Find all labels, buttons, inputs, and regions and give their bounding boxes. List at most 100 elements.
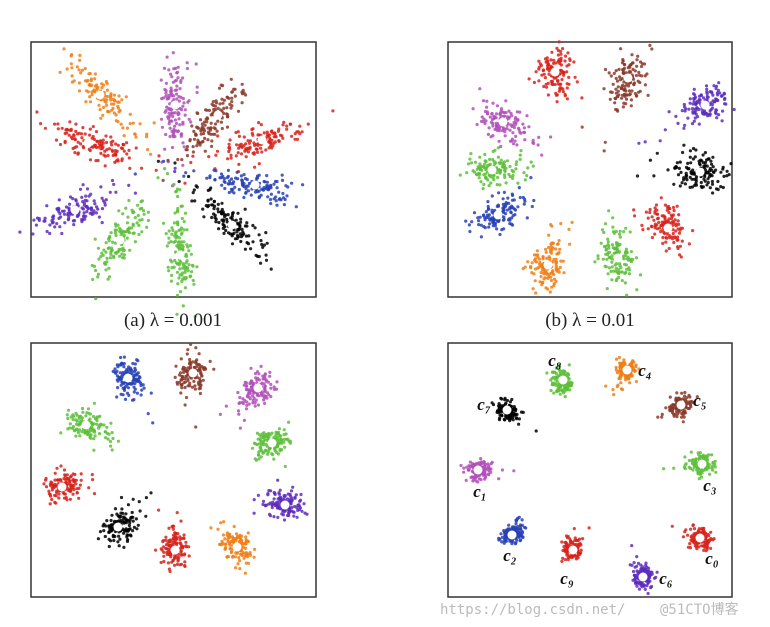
point bbox=[129, 367, 133, 371]
point bbox=[276, 430, 281, 434]
point bbox=[177, 240, 181, 244]
point bbox=[290, 505, 294, 510]
point bbox=[232, 180, 236, 184]
cluster-center bbox=[697, 459, 707, 469]
point bbox=[80, 132, 84, 136]
point bbox=[223, 215, 227, 219]
point bbox=[290, 496, 294, 500]
point bbox=[275, 380, 279, 384]
point bbox=[105, 94, 109, 99]
point bbox=[127, 183, 131, 187]
point bbox=[82, 211, 86, 215]
point bbox=[503, 396, 507, 400]
point bbox=[210, 102, 214, 106]
point bbox=[272, 490, 276, 495]
point bbox=[208, 359, 212, 363]
point bbox=[176, 282, 180, 286]
point bbox=[126, 386, 131, 390]
point bbox=[239, 152, 244, 156]
point bbox=[650, 235, 655, 240]
point bbox=[288, 502, 293, 506]
point bbox=[238, 559, 242, 563]
point bbox=[92, 199, 96, 203]
point bbox=[242, 418, 246, 422]
point bbox=[614, 246, 618, 251]
point bbox=[76, 430, 80, 435]
point bbox=[261, 499, 266, 503]
point bbox=[213, 108, 218, 112]
point bbox=[65, 67, 69, 71]
point bbox=[110, 431, 114, 435]
point bbox=[663, 231, 667, 236]
point bbox=[553, 381, 557, 385]
point bbox=[616, 250, 620, 254]
point bbox=[300, 130, 304, 134]
point bbox=[181, 163, 185, 167]
point bbox=[493, 224, 497, 228]
point bbox=[559, 259, 563, 263]
point bbox=[486, 132, 490, 136]
point bbox=[252, 498, 256, 502]
point bbox=[667, 110, 671, 114]
point bbox=[109, 539, 113, 543]
point bbox=[78, 187, 83, 191]
point bbox=[230, 234, 234, 238]
point bbox=[173, 88, 177, 92]
point bbox=[75, 422, 79, 426]
point bbox=[301, 183, 305, 187]
point bbox=[185, 61, 189, 65]
point bbox=[529, 160, 533, 164]
point bbox=[225, 176, 229, 180]
point bbox=[682, 143, 686, 147]
point bbox=[257, 133, 261, 137]
point bbox=[604, 248, 608, 252]
point bbox=[281, 136, 285, 140]
point bbox=[486, 472, 490, 476]
point bbox=[489, 462, 493, 466]
point bbox=[701, 112, 706, 116]
point bbox=[691, 102, 695, 106]
point bbox=[562, 384, 566, 388]
point bbox=[506, 196, 510, 200]
point bbox=[305, 512, 309, 516]
point bbox=[619, 381, 623, 385]
point bbox=[164, 543, 169, 547]
point bbox=[110, 448, 114, 452]
point bbox=[606, 237, 610, 241]
point bbox=[135, 221, 139, 225]
point bbox=[565, 70, 569, 74]
point bbox=[124, 512, 128, 516]
point bbox=[35, 110, 39, 114]
point bbox=[659, 196, 663, 200]
point bbox=[108, 256, 113, 260]
point bbox=[549, 79, 553, 83]
point bbox=[238, 567, 242, 571]
point bbox=[295, 506, 299, 510]
point bbox=[534, 291, 538, 295]
point bbox=[600, 228, 605, 232]
point bbox=[674, 224, 678, 228]
point bbox=[173, 531, 177, 535]
point bbox=[113, 367, 117, 371]
point bbox=[163, 87, 167, 92]
point bbox=[108, 190, 112, 194]
point bbox=[105, 256, 109, 260]
point bbox=[620, 270, 624, 274]
point bbox=[216, 134, 220, 138]
point bbox=[246, 150, 250, 154]
point bbox=[296, 508, 300, 512]
point bbox=[682, 178, 686, 182]
point bbox=[635, 64, 639, 68]
point bbox=[509, 111, 513, 115]
cluster-center bbox=[113, 522, 123, 532]
point bbox=[138, 122, 142, 126]
point bbox=[624, 71, 628, 75]
point bbox=[72, 134, 76, 138]
point bbox=[602, 87, 606, 91]
point bbox=[552, 277, 557, 281]
point bbox=[667, 211, 671, 215]
point bbox=[542, 268, 546, 272]
point bbox=[464, 478, 468, 482]
point bbox=[190, 199, 194, 203]
point bbox=[209, 526, 213, 530]
